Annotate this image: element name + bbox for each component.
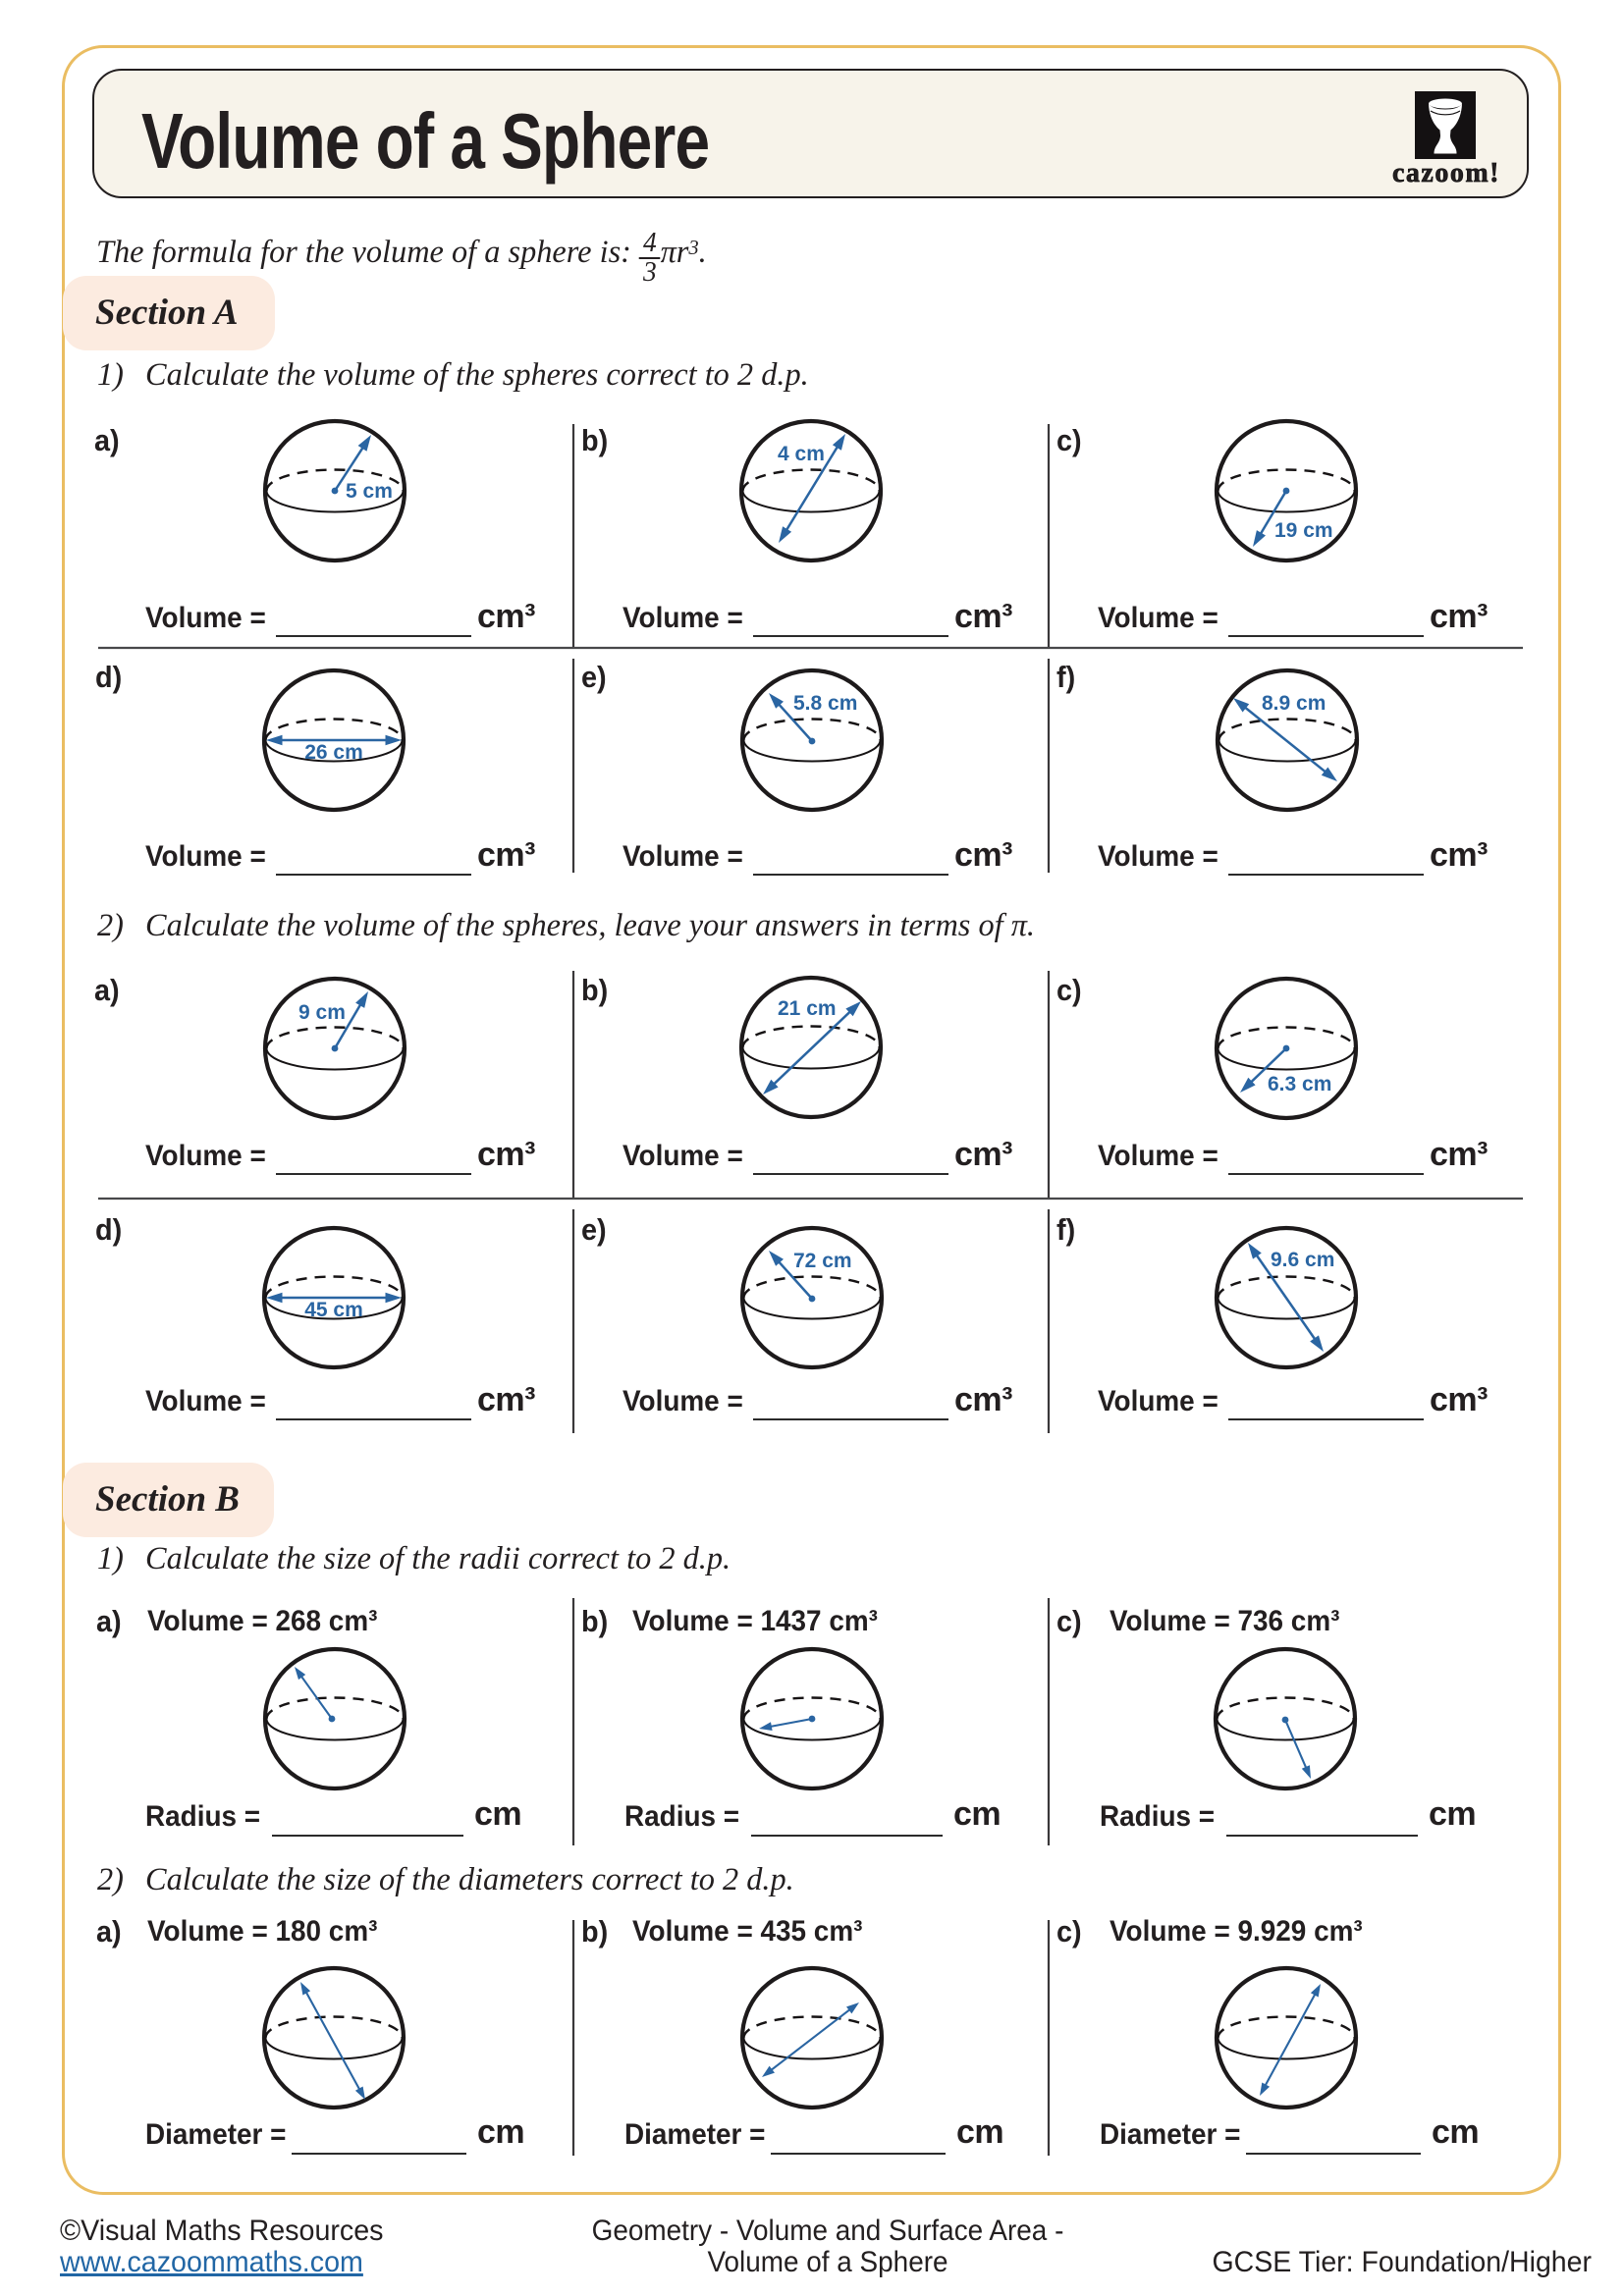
svg-text:9.6 cm: 9.6 cm xyxy=(1271,1249,1334,1271)
svg-text:4 cm: 4 cm xyxy=(778,443,825,465)
svg-text:26 cm: 26 cm xyxy=(304,741,363,764)
svg-text:8.9 cm: 8.9 cm xyxy=(1262,692,1326,715)
svg-text:19 cm: 19 cm xyxy=(1274,519,1333,542)
svg-text:6.3 cm: 6.3 cm xyxy=(1268,1073,1331,1095)
svg-text:21 cm: 21 cm xyxy=(778,997,837,1020)
svg-text:5.8 cm: 5.8 cm xyxy=(793,692,857,715)
svg-text:5 cm: 5 cm xyxy=(346,480,393,503)
svg-text:9 cm: 9 cm xyxy=(298,1001,346,1024)
svg-text:72 cm: 72 cm xyxy=(793,1250,852,1272)
svg-text:45 cm: 45 cm xyxy=(304,1299,363,1321)
